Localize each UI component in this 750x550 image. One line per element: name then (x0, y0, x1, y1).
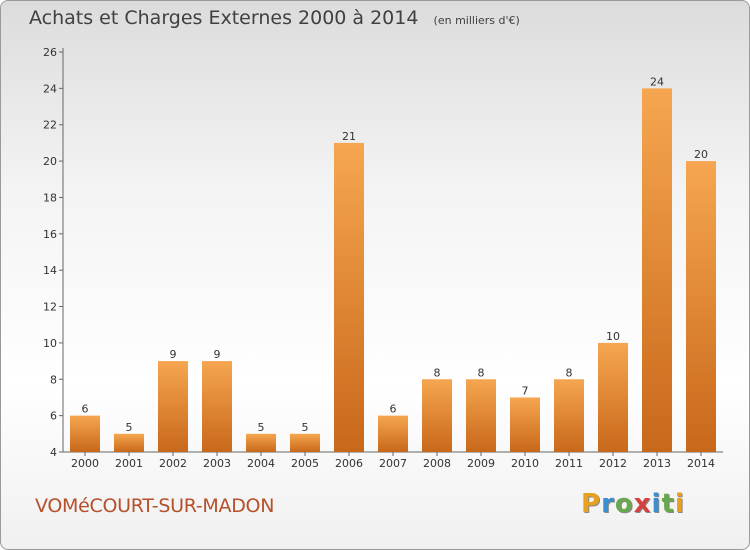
x-tick-label: 2005 (291, 457, 319, 470)
x-tick-label: 2012 (599, 457, 627, 470)
x-tick-label: 2013 (643, 457, 671, 470)
x-tick-label: 2007 (379, 457, 407, 470)
bar (70, 415, 100, 452)
x-tick-label: 2000 (71, 457, 99, 470)
bar-value-label: 6 (82, 403, 89, 416)
x-tick-label: 2014 (687, 457, 715, 470)
y-tick-label: 4 (50, 446, 57, 459)
place-name: VOMéCOURT-SUR-MADON (35, 495, 275, 517)
x-tick-label: 2004 (247, 457, 275, 470)
bar-value-label: 21 (342, 130, 356, 143)
y-tick-label: 26 (43, 46, 57, 59)
chart-title: Achats et Charges Externes 2000 à 2014 (29, 7, 419, 29)
y-tick-label: 24 (43, 82, 57, 95)
bar-chart: 4 6 8 10 12 14 16 18 20 22 24 26 6 2000 5 2001 9 2002 9 200… (43, 46, 723, 470)
bar (554, 379, 584, 452)
bar-value-label: 8 (566, 366, 573, 379)
bar (334, 142, 364, 452)
y-tick-label: 12 (43, 301, 57, 314)
bar (158, 361, 188, 452)
bar (510, 397, 540, 452)
bar-value-label: 9 (170, 348, 177, 361)
brand-letter: t (661, 489, 675, 519)
y-tick-label: 14 (43, 264, 57, 277)
chart-subtitle: (en milliers d'€) (433, 14, 520, 27)
bar (114, 433, 144, 452)
y-tick-label: 8 (50, 373, 57, 386)
bar-value-label: 9 (214, 348, 221, 361)
bar (466, 379, 496, 452)
bar-value-label: 6 (390, 403, 397, 416)
x-tick-label: 2011 (555, 457, 583, 470)
x-tick-label: 2008 (423, 457, 451, 470)
brand-letter: o (614, 489, 634, 519)
y-tick-label: 18 (43, 191, 57, 204)
brand-letter: P (581, 489, 602, 519)
bar (686, 161, 716, 452)
y-tick-label: 16 (43, 228, 57, 241)
x-tick-label: 2003 (203, 457, 231, 470)
brand-logo: Proxiti (581, 489, 685, 519)
bar (378, 415, 408, 452)
brand-letter: i (651, 489, 662, 519)
title-row: Achats et Charges Externes 2000 à 2014 (… (29, 7, 520, 29)
bar (290, 433, 320, 452)
bar-value-label: 5 (258, 421, 265, 434)
x-tick-label: 2001 (115, 457, 143, 470)
x-tick-label: 2009 (467, 457, 495, 470)
bar (598, 342, 628, 452)
bar-value-label: 8 (434, 366, 441, 379)
bar-value-label: 7 (522, 384, 529, 397)
y-tick-label: 10 (43, 337, 57, 350)
brand-letter: r (601, 489, 615, 519)
bar-value-label: 20 (694, 148, 708, 161)
y-tick-label: 6 (50, 410, 57, 423)
bar-value-label: 24 (650, 75, 664, 88)
bar-value-label: 5 (302, 421, 309, 434)
bar (642, 88, 672, 452)
x-tick-label: 2006 (335, 457, 363, 470)
brand-letter: i (674, 489, 685, 519)
bar-value-label: 8 (478, 366, 485, 379)
bar-value-label: 5 (126, 421, 133, 434)
bar (202, 361, 232, 452)
bar (246, 433, 276, 452)
y-tick-label: 20 (43, 155, 57, 168)
x-tick-label: 2002 (159, 457, 187, 470)
brand-letter: x (633, 489, 652, 519)
bar-value-label: 10 (606, 330, 620, 343)
bar (422, 379, 452, 452)
y-tick-label: 22 (43, 119, 57, 132)
x-tick-label: 2010 (511, 457, 539, 470)
